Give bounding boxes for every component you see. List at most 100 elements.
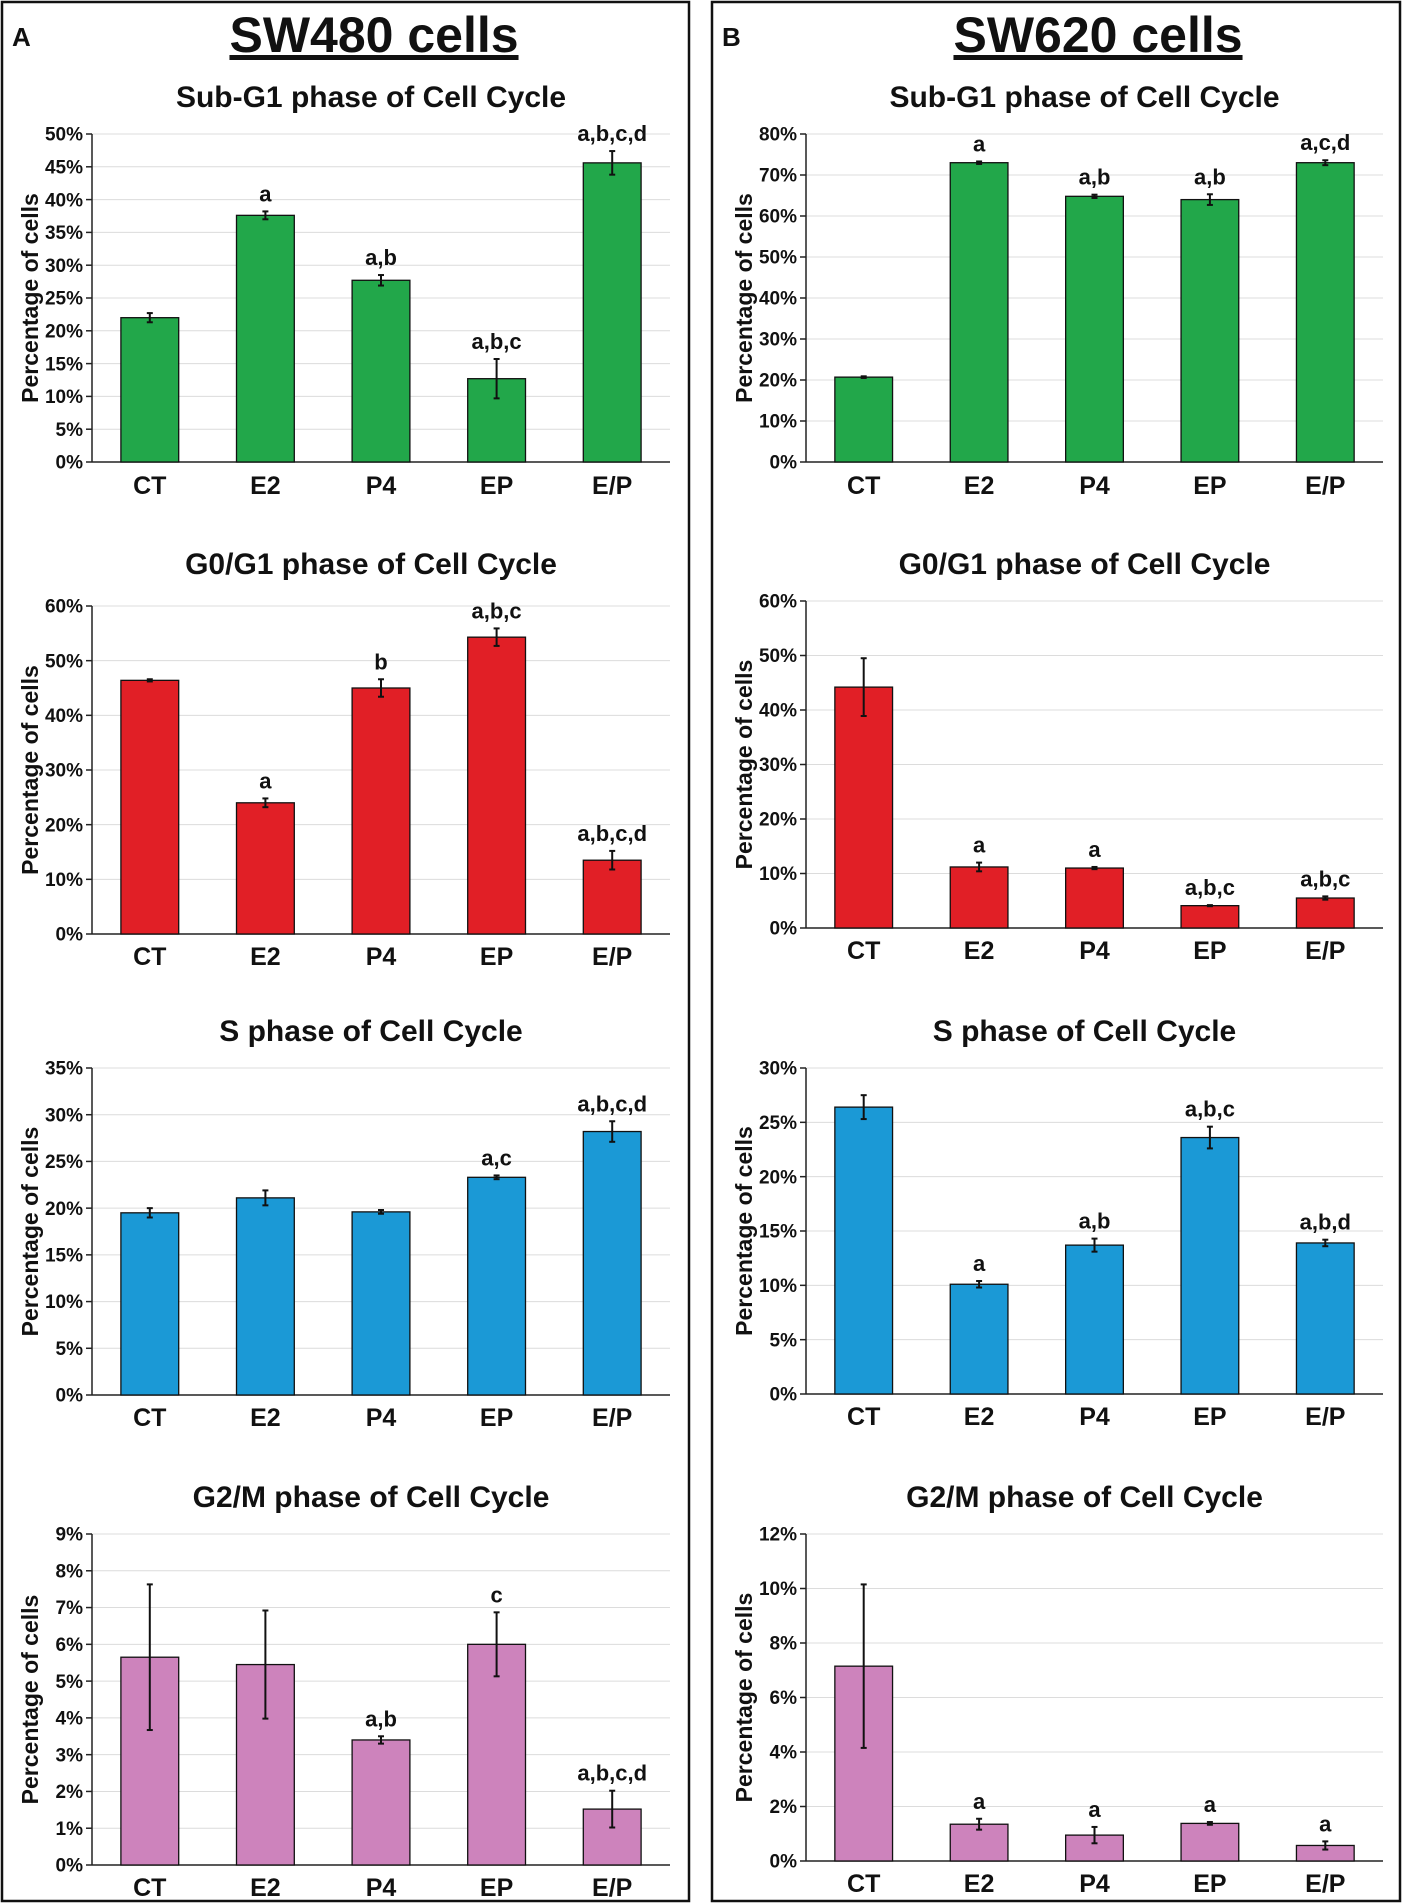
y-tick-label: 10% — [759, 412, 797, 433]
significance-label: a — [973, 833, 986, 858]
significance-label: a,b — [365, 1706, 397, 1731]
x-category-label: E2 — [964, 937, 995, 965]
bar-ep — [1180, 1822, 1240, 1862]
x-category-label: E/P — [1305, 1403, 1345, 1431]
y-tick-label: 15% — [45, 354, 83, 375]
x-category-label: CT — [133, 943, 166, 971]
bar-ep — [467, 1643, 527, 1866]
y-tick-label: 0% — [56, 1856, 84, 1877]
x-category-label: E/P — [592, 943, 632, 971]
chart-sw480-s: S phase of Cell Cycle Percentage of cells… — [17, 1015, 670, 1432]
y-tick-label: 40% — [759, 289, 797, 310]
x-category-label: E2 — [964, 472, 995, 500]
y-tick-label: 35% — [45, 1059, 83, 1080]
bar-ep — [1295, 162, 1355, 463]
bar-p4 — [351, 687, 411, 935]
x-category-label: E2 — [250, 943, 281, 971]
y-tick-label: 5% — [56, 1339, 84, 1360]
bar-ep — [1180, 198, 1240, 463]
x-category-label: P4 — [1079, 937, 1110, 965]
y-tick-label: 80% — [759, 125, 797, 146]
y-axis-label: Percentage of cells — [17, 1595, 43, 1805]
bar-p4 — [351, 279, 411, 463]
bar-ep — [582, 162, 642, 463]
bar-e2 — [949, 1283, 1009, 1395]
y-axis-label: Percentage of cells — [731, 660, 757, 870]
bar-ep — [467, 1176, 527, 1396]
bar-e2 — [235, 802, 295, 935]
bar-p4 — [1065, 1244, 1125, 1395]
bar-e2 — [235, 214, 295, 463]
bar-ct — [834, 376, 894, 463]
significance-label: a — [259, 768, 272, 793]
y-tick-label: 40% — [45, 190, 83, 211]
x-category-label: P4 — [1079, 1403, 1110, 1431]
significance-label: a,b,c — [1300, 866, 1350, 891]
bar-e2 — [949, 866, 1009, 929]
x-category-label: EP — [1193, 1403, 1226, 1431]
y-tick-label: 20% — [45, 815, 83, 836]
bar-ct — [834, 686, 894, 929]
x-category-label: E2 — [250, 1874, 281, 1902]
bar-e2 — [949, 162, 1009, 463]
x-category-label: E/P — [592, 472, 632, 500]
x-category-label: P4 — [366, 1874, 397, 1902]
bar-ct — [834, 1106, 894, 1395]
y-tick-label: 45% — [45, 157, 83, 178]
y-tick-label: 1% — [56, 1819, 84, 1840]
y-tick-label: 10% — [759, 864, 797, 885]
y-tick-label: 25% — [45, 289, 83, 310]
y-tick-label: 40% — [759, 701, 797, 722]
y-tick-label: 4% — [56, 1709, 84, 1730]
y-tick-label: 8% — [770, 1634, 798, 1655]
y-tick-label: 60% — [759, 207, 797, 228]
chart-title: Sub-G1 phase of Cell Cycle — [889, 81, 1279, 114]
x-category-label: EP — [1193, 472, 1226, 500]
chart-sw620-subg1: Sub-G1 phase of Cell Cycle Percentage of … — [731, 81, 1383, 500]
significance-label: b — [374, 649, 387, 674]
y-tick-label: 20% — [45, 321, 83, 342]
bar-ep — [467, 378, 527, 463]
significance-label: a,b,c — [472, 598, 522, 623]
significance-label: a,b,d — [1300, 1210, 1351, 1235]
x-category-label: CT — [133, 1874, 166, 1902]
y-tick-label: 60% — [45, 597, 83, 618]
y-tick-label: 12% — [759, 1525, 797, 1546]
x-category-label: E2 — [250, 472, 281, 500]
y-tick-label: 20% — [759, 1167, 797, 1188]
significance-label: a,b,c,d — [577, 1091, 647, 1116]
y-tick-label: 2% — [770, 1797, 798, 1818]
chart-sw620-s: S phase of Cell Cycle Percentage of cells… — [731, 1015, 1383, 1431]
significance-label: a,b — [1079, 1209, 1111, 1234]
y-tick-label: 5% — [56, 1672, 84, 1693]
y-tick-label: 10% — [45, 870, 83, 891]
y-tick-label: 9% — [56, 1525, 84, 1546]
x-category-label: E2 — [250, 1404, 281, 1432]
y-tick-label: 30% — [45, 256, 83, 277]
bar-ep — [1295, 897, 1355, 929]
x-category-label: EP — [480, 1404, 513, 1432]
x-category-label: CT — [133, 1404, 166, 1432]
significance-label: a,b,c,d — [577, 821, 647, 846]
bar-ct — [120, 317, 180, 463]
x-category-label: E/P — [1305, 937, 1345, 965]
significance-label: a — [259, 181, 272, 206]
bar-p4 — [1065, 867, 1125, 929]
y-tick-label: 0% — [770, 1852, 798, 1873]
chart-sw620-g0g1: G0/G1 phase of Cell Cycle Percentage of c… — [731, 548, 1383, 965]
x-category-label: CT — [847, 472, 880, 500]
x-category-label: E/P — [1305, 472, 1345, 500]
y-tick-label: 30% — [45, 1105, 83, 1126]
bar-ct — [120, 679, 180, 935]
bar-ct — [120, 1212, 180, 1396]
x-category-label: CT — [133, 472, 166, 500]
x-category-label: EP — [1193, 1870, 1226, 1898]
chart-title: G0/G1 phase of Cell Cycle — [185, 548, 557, 581]
chart-title: Sub-G1 phase of Cell Cycle — [176, 81, 566, 114]
chart-title: G2/M phase of Cell Cycle — [193, 1481, 550, 1514]
chart-sw620-g2m: G2/M phase of Cell Cycle Percentage of ce… — [731, 1481, 1383, 1898]
bar-ep — [582, 859, 642, 935]
significance-label: a,b,c — [1185, 875, 1235, 900]
panel-a-letter: A — [12, 22, 31, 52]
